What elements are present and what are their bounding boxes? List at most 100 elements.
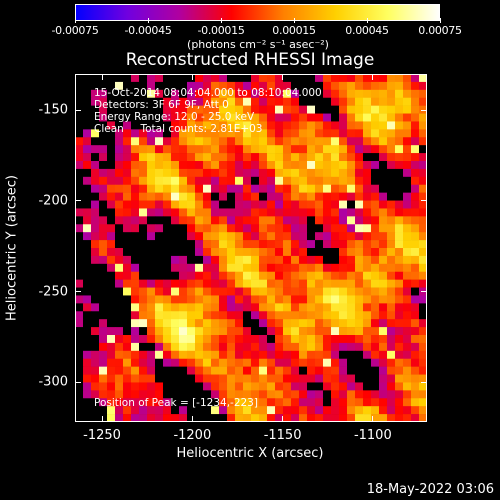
image-pixel xyxy=(283,224,292,233)
image-pixel xyxy=(75,295,84,304)
image-pixel xyxy=(355,350,364,360)
image-pixel xyxy=(267,240,276,249)
y-tick-label: -200 xyxy=(38,193,68,209)
image-pixel xyxy=(203,105,212,114)
image-pixel xyxy=(243,153,252,162)
image-pixel xyxy=(139,168,148,178)
image-pixel xyxy=(203,129,212,138)
image-pixel xyxy=(299,295,308,304)
image-pixel xyxy=(203,168,212,178)
image-pixel xyxy=(123,129,132,138)
image-pixel xyxy=(347,129,356,138)
image-pixel xyxy=(411,319,420,328)
image-pixel xyxy=(75,311,84,320)
image-pixel xyxy=(387,311,396,320)
image-pixel xyxy=(235,153,244,162)
image-pixel xyxy=(75,255,84,265)
image-pixel xyxy=(347,319,356,328)
image-pixel xyxy=(371,248,380,257)
image-pixel xyxy=(419,176,427,186)
image-pixel xyxy=(299,366,308,375)
image-pixel xyxy=(251,153,260,162)
image-pixel xyxy=(299,248,308,257)
info-method-counts: Clean Total counts: 2.81E+03 xyxy=(94,123,263,135)
image-pixel xyxy=(187,398,196,407)
image-pixel xyxy=(219,263,228,273)
image-pixel xyxy=(307,350,316,360)
image-pixel xyxy=(403,74,412,83)
image-pixel xyxy=(387,271,396,280)
image-pixel xyxy=(299,287,308,296)
image-pixel xyxy=(99,145,108,154)
image-pixel xyxy=(83,89,92,99)
image-pixel xyxy=(171,81,180,91)
image-pixel xyxy=(299,414,308,422)
image-pixel xyxy=(75,105,84,114)
image-pixel xyxy=(283,113,292,122)
image-pixel xyxy=(115,279,124,288)
image-pixel xyxy=(403,303,412,312)
image-pixel xyxy=(331,335,340,344)
image-pixel xyxy=(163,168,172,178)
image-pixel xyxy=(315,216,324,225)
image-pixel xyxy=(107,232,116,241)
image-pixel xyxy=(267,145,276,154)
image-pixel xyxy=(291,192,300,201)
info-energy: Energy Range: 12.0 - 25.0 keV xyxy=(94,111,255,123)
image-pixel xyxy=(139,327,148,336)
image-pixel xyxy=(147,192,156,201)
image-pixel xyxy=(315,81,324,91)
image-pixel xyxy=(203,311,212,320)
image-pixel xyxy=(275,129,284,138)
image-pixel xyxy=(163,113,172,122)
x-tick xyxy=(101,416,103,422)
image-pixel xyxy=(395,366,404,375)
image-pixel xyxy=(347,263,356,273)
image-pixel xyxy=(395,176,404,186)
image-pixel xyxy=(155,97,164,106)
image-pixel xyxy=(107,216,116,225)
image-pixel xyxy=(139,74,148,83)
image-pixel xyxy=(379,192,388,201)
image-pixel xyxy=(179,358,188,367)
image-pixel xyxy=(387,303,396,312)
image-pixel xyxy=(139,184,148,193)
image-pixel xyxy=(211,398,220,407)
image-pixel xyxy=(339,81,348,91)
image-pixel xyxy=(131,335,140,344)
image-pixel xyxy=(347,248,356,257)
x-tick xyxy=(282,74,284,80)
image-pixel xyxy=(75,168,84,178)
image-pixel xyxy=(227,255,236,265)
image-pixel xyxy=(299,74,308,83)
image-pixel xyxy=(403,145,412,154)
image-pixel xyxy=(315,255,324,265)
image-pixel xyxy=(155,366,164,375)
image-pixel xyxy=(267,398,276,407)
image-pixel xyxy=(227,406,236,415)
image-pixel xyxy=(227,168,236,178)
image-pixel xyxy=(299,319,308,328)
image-pixel xyxy=(195,121,204,130)
image-pixel xyxy=(203,271,212,280)
image-pixel xyxy=(403,153,412,162)
image-pixel xyxy=(395,263,404,273)
image-pixel xyxy=(123,208,132,217)
image-pixel xyxy=(283,176,292,186)
image-pixel xyxy=(115,327,124,336)
image-pixel xyxy=(259,240,268,249)
image-pixel xyxy=(347,311,356,320)
image-pixel xyxy=(283,161,292,170)
image-pixel xyxy=(339,224,348,233)
image-pixel xyxy=(211,342,220,352)
image-pixel xyxy=(275,342,284,352)
image-pixel xyxy=(379,311,388,320)
image-pixel xyxy=(251,295,260,304)
image-pixel xyxy=(419,350,427,360)
image-pixel xyxy=(355,271,364,280)
image-pixel xyxy=(139,366,148,375)
image-pixel xyxy=(339,263,348,273)
image-pixel xyxy=(347,137,356,146)
image-pixel xyxy=(179,311,188,320)
image-pixel xyxy=(131,176,140,186)
